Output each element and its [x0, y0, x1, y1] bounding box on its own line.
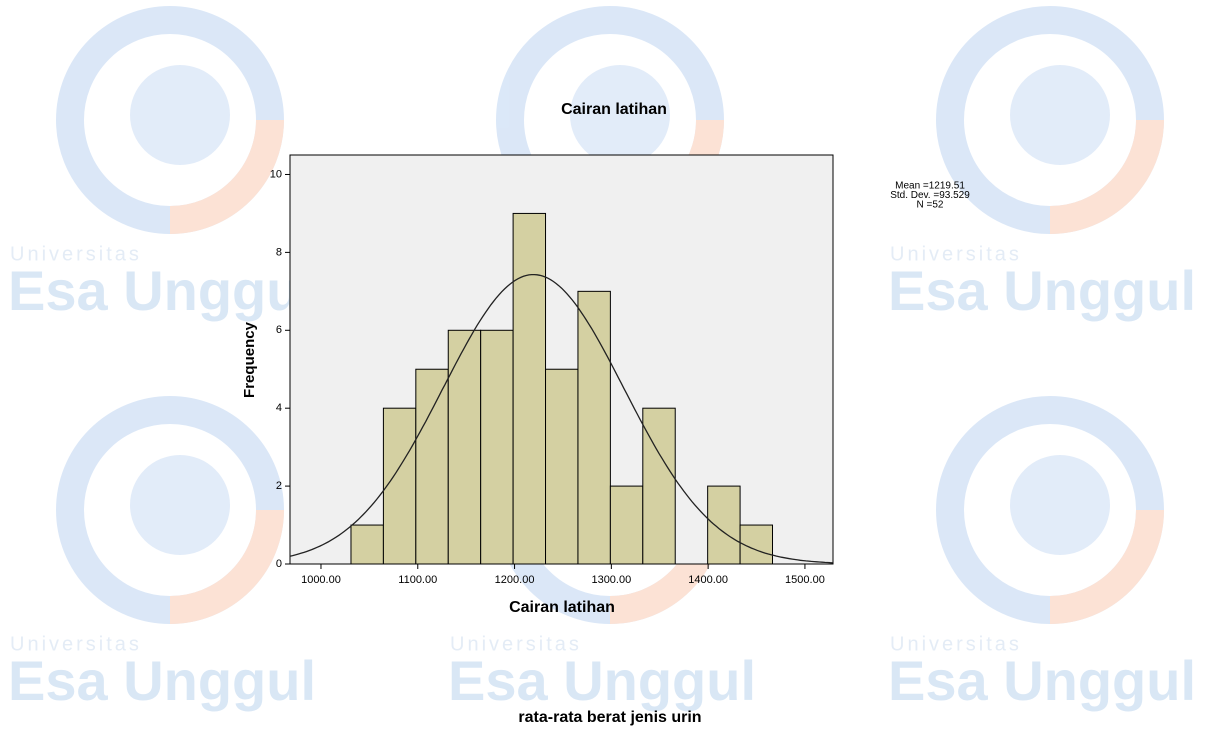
logo-core — [570, 65, 670, 165]
y-tick-label: 0 — [276, 558, 282, 570]
bar — [480, 329, 514, 565]
chart-title: Cairan latihan — [561, 101, 667, 118]
caption: rata-rata berat jenis urin — [518, 709, 701, 726]
y-axis-label: Frequency — [241, 321, 258, 398]
y-tick-label: 2 — [276, 480, 282, 492]
watermark-main: Esa Unggul — [888, 649, 1196, 712]
x-tick-label: 1400.00 — [688, 574, 728, 586]
watermark-small: Universitas — [450, 633, 582, 655]
watermark-small: Universitas — [10, 633, 142, 655]
watermark-main: Esa Unggul — [8, 649, 316, 712]
logo-arc — [1049, 509, 1164, 624]
logo-core — [1010, 65, 1110, 165]
watermark-main: Esa Unggul — [888, 259, 1196, 322]
stat-label: Mean =1219.51 — [895, 181, 965, 192]
bar — [350, 524, 384, 565]
watermark-main: Esa Unggul — [448, 649, 756, 712]
x-tick-label: 1500.00 — [785, 574, 825, 586]
bar — [642, 407, 676, 565]
watermark-main: Esa Unggul — [8, 259, 316, 322]
y-tick-label: 6 — [276, 324, 282, 336]
logo-core — [130, 65, 230, 165]
stat-label: N =52 — [917, 200, 944, 211]
logo-core — [1010, 455, 1110, 555]
x-tick-label: 1300.00 — [591, 574, 631, 586]
x-tick-label: 1100.00 — [398, 574, 437, 586]
y-tick-label: 10 — [270, 168, 282, 180]
logo-arc — [169, 119, 284, 234]
bar — [707, 485, 741, 565]
normal-curve — [289, 273, 834, 564]
bar — [512, 212, 547, 565]
stat-label: Std. Dev. =93.529 — [890, 190, 970, 201]
watermark-small: Universitas — [890, 243, 1022, 265]
y-tick-label: 8 — [276, 246, 282, 258]
x-tick-label: 1200.00 — [495, 574, 535, 586]
bar — [577, 290, 611, 565]
bar — [415, 368, 449, 565]
y-tick-label: 4 — [276, 402, 282, 414]
bar — [545, 368, 579, 565]
watermark-small: Universitas — [10, 243, 142, 265]
logo-core — [130, 455, 230, 555]
bar — [609, 485, 644, 565]
logo-arc — [169, 509, 284, 624]
watermark-small: Universitas — [890, 633, 1022, 655]
x-tick-label: 1000.00 — [301, 574, 341, 586]
x-axis-label: Cairan latihan — [509, 599, 615, 616]
bar — [382, 407, 417, 565]
logo-arc — [1049, 119, 1164, 234]
bar — [447, 329, 482, 565]
bar — [739, 524, 774, 565]
